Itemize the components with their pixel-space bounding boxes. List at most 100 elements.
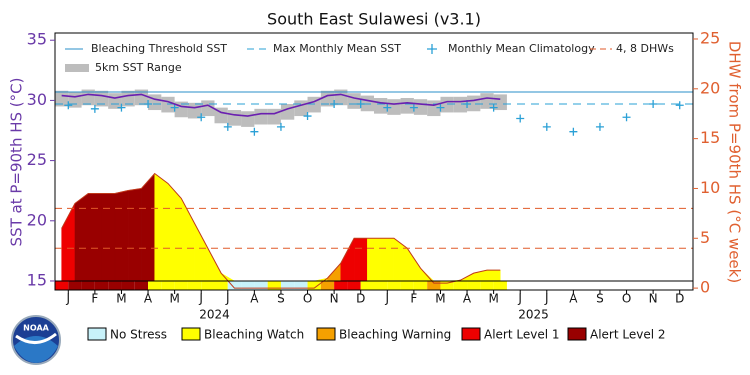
dhw-area [367, 238, 381, 282]
stress-bar-cell [320, 281, 335, 290]
sst-range [108, 93, 122, 109]
dhw-area [154, 173, 169, 282]
noaa-logo: NOAA [11, 315, 61, 365]
x-tick-label: D [356, 292, 365, 306]
y2-tick-label: 25 [700, 28, 720, 47]
dhw-area [101, 193, 116, 282]
stress-bar-cell [347, 281, 361, 290]
y-tick-label: 25 [27, 150, 47, 169]
x-tick-label: J [544, 292, 549, 306]
stress-bar-cell [214, 281, 228, 290]
legend-swatch [427, 44, 437, 54]
x-tick-label: J [385, 292, 390, 306]
y-tick-label: 35 [27, 30, 47, 49]
x-tick-label: J [66, 292, 71, 306]
stress-legend-swatch [87, 327, 107, 341]
legend-swatch [65, 64, 89, 72]
x-tick-label: M [169, 292, 179, 306]
y2-tick-label: 15 [700, 128, 720, 147]
climatology-marker [516, 114, 525, 123]
legend-label: 4, 8 DHWs [616, 42, 674, 55]
climatology-marker [356, 100, 365, 109]
stress-bar-cell [334, 281, 348, 290]
x-tick-label: A [463, 292, 472, 306]
stress-bar-cell [187, 281, 202, 290]
x-tick-label: S [596, 292, 604, 306]
dhw-line [61, 172, 501, 289]
stress-bar-cell [413, 281, 428, 290]
dhw-area [194, 223, 209, 282]
sst-range [440, 96, 454, 113]
sst-range [334, 89, 348, 106]
x-tick-label: M [488, 292, 498, 306]
dhw-area [167, 182, 182, 282]
dhw-area [74, 192, 89, 282]
sst-range [280, 104, 295, 120]
sst-range [254, 108, 268, 125]
dhw-area [141, 172, 155, 282]
dhw-area [380, 238, 395, 282]
sst-range [241, 111, 255, 127]
stress-bar-cell [294, 281, 308, 290]
climatology-marker [595, 122, 604, 131]
climatology-marker [622, 113, 631, 122]
stress-legend-label: Bleaching Watch [204, 328, 304, 342]
y2-tick-label: 5 [700, 228, 710, 247]
svg-text:NOAA: NOAA [23, 324, 49, 333]
sst-range [187, 102, 202, 119]
stress-bar-cell [374, 281, 388, 290]
dhw-area [353, 238, 368, 282]
stress-bar-cell [280, 281, 295, 290]
climatology-marker [170, 103, 179, 112]
plot-frame [54, 32, 694, 291]
climatology-marker [330, 100, 339, 109]
sst-range [81, 89, 95, 106]
stress-bar-cell [134, 281, 149, 290]
legend-label: 5km SST Range [95, 61, 182, 74]
sst-range [161, 96, 175, 113]
stress-bar-cell [254, 281, 268, 290]
stress-bar-cell [387, 281, 401, 290]
stress-bar-cell [241, 281, 255, 290]
y2-tick-label: 10 [700, 178, 720, 197]
climatology-marker [436, 103, 445, 112]
climatology-marker [383, 103, 392, 112]
stress-bar-cell [55, 281, 69, 290]
x-tick-label: O [303, 292, 312, 306]
stress-bar-cell [267, 281, 281, 290]
sst-range [134, 89, 149, 106]
stress-bar-cell [467, 281, 481, 290]
sst-line [61, 93, 501, 117]
y2-tick-label: 0 [700, 278, 710, 297]
legend-label: Bleaching Threshold SST [91, 42, 227, 55]
dhw-area [207, 248, 222, 282]
stress-bar-cell [108, 281, 122, 290]
climatology-marker [117, 103, 126, 112]
stress-legend-label: No Stress [110, 328, 167, 342]
climatology-marker [489, 103, 498, 112]
dhw-area [114, 190, 129, 282]
x-tick-label: N [649, 292, 658, 306]
stress-bar-cell [227, 281, 242, 290]
stress-bar-cell [201, 281, 215, 290]
stress-legend-label: Alert Level 1 [484, 328, 560, 342]
sst-range [374, 98, 388, 114]
x-tick-label: O [622, 292, 631, 306]
stress-legend-swatch [181, 327, 201, 341]
stress-bar-cell [360, 281, 374, 290]
stress-legend-swatch [316, 327, 336, 341]
legend-label: Max Monthly Mean SST [273, 42, 401, 55]
dhw-area [220, 272, 236, 282]
stress-legend-swatch [461, 327, 481, 341]
sst-range [347, 93, 361, 109]
y-tick-label: 15 [27, 270, 47, 289]
y2-tick-label: 20 [700, 78, 720, 97]
stress-legend-label: Alert Level 2 [590, 328, 666, 342]
x-tick-label: J [517, 292, 522, 306]
stress-bar-cell [174, 281, 188, 290]
x-tick-label: A [144, 292, 153, 306]
y-tick-label: 20 [27, 210, 47, 229]
chart-title: South East Sulawesi (v3.1) [267, 10, 481, 29]
x-tick-label: A [569, 292, 578, 306]
